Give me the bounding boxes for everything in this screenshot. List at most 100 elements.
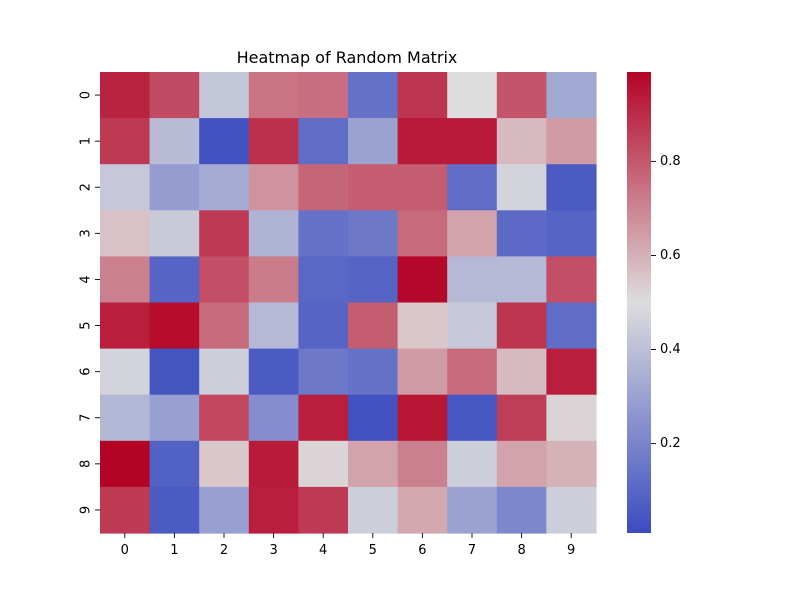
heatmap-cell-r8-c3 (248, 440, 299, 488)
heatmap-cell-r4-c8 (496, 256, 547, 304)
heatmap-cell-r9-c6 (397, 486, 448, 534)
heatmap-cell-r2-c9 (546, 164, 597, 211)
heatmap-cell-r5-c5 (348, 302, 399, 350)
heatmap-cell-r7-c5 (348, 394, 399, 442)
heatmap-cell-r0-c3 (248, 72, 299, 119)
heatmap-cell-r3-c3 (248, 210, 299, 257)
heatmap-cell-r0-c5 (348, 72, 399, 119)
colorbar-tick-label-1: 0.4 (660, 342, 681, 357)
colorbar-ticks: 0.2 0.4 0.6 0.8 (651, 154, 681, 451)
heatmap-cell-r9-c0 (100, 486, 151, 534)
heatmap-cell-r2-c5 (348, 164, 399, 211)
heatmap-cell-r0-c8 (496, 72, 547, 119)
heatmap-cell-r0-c1 (149, 72, 200, 119)
heatmap-cell-r5-c8 (496, 302, 547, 350)
heatmap-cell-r1-c4 (298, 118, 349, 165)
heatmap-cell-r8-c7 (447, 440, 498, 488)
heatmap-cell-r2-c6 (397, 164, 448, 211)
heatmap-cell-r8-c4 (298, 440, 349, 488)
heatmap-cell-r3-c1 (149, 210, 200, 257)
heatmap-cell-r3-c8 (496, 210, 547, 257)
heatmap-cell-r5-c1 (149, 302, 200, 350)
heatmap-cell-r4-c2 (199, 256, 250, 304)
heatmap-cell-r6-c4 (298, 348, 349, 396)
heatmap-cell-r7-c9 (546, 394, 597, 442)
heatmap-cell-r6-c6 (397, 348, 448, 396)
heatmap-cell-r7-c2 (199, 394, 250, 442)
heatmap-cell-r6-c7 (447, 348, 498, 396)
y-tick-label-9: 9 (79, 506, 94, 514)
y-axis: 0 1 2 3 4 5 6 7 8 9 (79, 91, 100, 514)
heatmap-cell-r8-c1 (149, 440, 200, 488)
heatmap-cell-r6-c3 (248, 348, 299, 396)
heatmap-cell-r6-c1 (149, 348, 200, 396)
heatmap-cell-r6-c0 (100, 348, 151, 396)
heatmap-cell-r3-c9 (546, 210, 597, 257)
heatmap-cell-r5-c2 (199, 302, 250, 350)
heatmap-cell-r9-c1 (149, 486, 200, 534)
heatmap-cell-r5-c0 (100, 302, 151, 350)
x-tick-label-7: 7 (468, 543, 476, 558)
heatmap-cell-r1-c8 (496, 118, 547, 165)
heatmap-cell-r6-c8 (496, 348, 547, 396)
heatmap-cells (100, 72, 597, 534)
heatmap-cell-r5-c3 (248, 302, 299, 350)
heatmap-cell-r1-c1 (149, 118, 200, 165)
colorbar-tick-label-3: 0.8 (660, 154, 681, 169)
heatmap-cell-r9-c3 (248, 486, 299, 534)
x-tick-label-8: 8 (517, 543, 525, 558)
heatmap-cell-r4-c5 (348, 256, 399, 304)
heatmap-cell-r5-c6 (397, 302, 448, 350)
y-tick-label-1: 1 (79, 137, 94, 145)
heatmap-cell-r1-c7 (447, 118, 498, 165)
heatmap-cell-r9-c5 (348, 486, 399, 534)
heatmap-cell-r3-c6 (397, 210, 448, 257)
heatmap-cell-r8-c2 (199, 440, 250, 488)
heatmap-cell-r8-c5 (348, 440, 399, 488)
colorbar-tick-label-0: 0.2 (660, 436, 681, 451)
heatmap-cell-r6-c5 (348, 348, 399, 396)
heatmap-cell-r1-c3 (248, 118, 299, 165)
y-tick-label-3: 3 (79, 229, 94, 237)
heatmap-cell-r1-c6 (397, 118, 448, 165)
y-tick-label-5: 5 (79, 321, 94, 329)
heatmap-cell-r9-c4 (298, 486, 349, 534)
heatmap-cell-r2-c3 (248, 164, 299, 211)
y-tick-label-7: 7 (79, 414, 94, 422)
heatmap-cell-r2-c0 (100, 164, 151, 211)
colorbar-tick-label-2: 0.6 (660, 248, 681, 263)
heatmap-cell-r2-c7 (447, 164, 498, 211)
x-tick-label-9: 9 (567, 543, 575, 558)
heatmap-cell-r7-c8 (496, 394, 547, 442)
y-tick-label-0: 0 (79, 91, 94, 99)
heatmap-cell-r3-c0 (100, 210, 151, 257)
colorbar-gradient (627, 72, 651, 533)
heatmap-cell-r3-c7 (447, 210, 498, 257)
heatmap-cell-r4-c9 (546, 256, 597, 304)
heatmap-cell-r9-c7 (447, 486, 498, 534)
heatmap-cell-r1-c9 (546, 118, 597, 165)
y-tick-label-6: 6 (79, 368, 94, 376)
x-tick-label-4: 4 (319, 543, 327, 558)
heatmap-cell-r4-c0 (100, 256, 151, 304)
heatmap-cell-r0-c4 (298, 72, 349, 119)
chart-title: Heatmap of Random Matrix (237, 48, 458, 67)
heatmap-cell-r8-c8 (496, 440, 547, 488)
heatmap-cell-r7-c1 (149, 394, 200, 442)
heatmap-cell-r1-c5 (348, 118, 399, 165)
heatmap-cell-r7-c4 (298, 394, 349, 442)
x-axis: 0 1 2 3 4 5 6 7 8 9 (121, 533, 575, 558)
heatmap-cell-r4-c1 (149, 256, 200, 304)
heatmap-cell-r7-c0 (100, 394, 151, 442)
heatmap-cell-r4-c6 (397, 256, 448, 304)
x-tick-label-6: 6 (418, 543, 426, 558)
x-tick-label-3: 3 (269, 543, 277, 558)
heatmap-cell-r0-c0 (100, 72, 151, 119)
heatmap-cell-r6-c2 (199, 348, 250, 396)
y-tick-label-2: 2 (79, 183, 94, 191)
heatmap-cell-r9-c9 (546, 486, 597, 534)
heatmap-cell-r7-c6 (397, 394, 448, 442)
x-tick-label-2: 2 (220, 543, 228, 558)
